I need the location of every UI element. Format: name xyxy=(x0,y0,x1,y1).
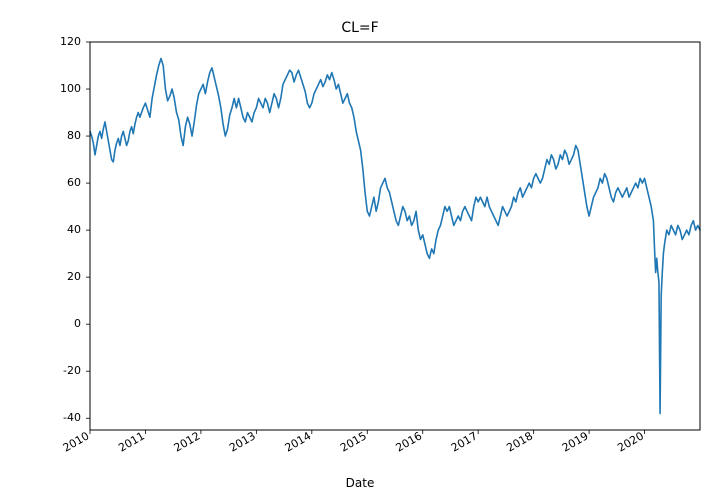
x-tick-label: 2017 xyxy=(449,429,480,454)
x-tick-label: 2016 xyxy=(393,429,424,454)
x-tick-label: 2012 xyxy=(172,429,203,454)
y-tick-label: 20 xyxy=(67,270,81,283)
axes-background xyxy=(90,42,700,430)
x-tick-label: 2015 xyxy=(338,429,369,454)
y-tick-label: -20 xyxy=(63,364,81,377)
plot-svg: -40 -20 0 20 40 60 80 100 120 2010 2011 2012 2013 201… xyxy=(0,0,720,504)
y-tick-label: 100 xyxy=(60,82,81,95)
y-tick-label: -40 xyxy=(63,411,81,424)
x-tick-label: 2013 xyxy=(227,429,258,454)
x-tick-label: 2018 xyxy=(504,429,535,454)
x-tick-label: 2020 xyxy=(615,429,646,454)
y-tick-label: 80 xyxy=(67,129,81,142)
y-tick-label: 120 xyxy=(60,35,81,48)
x-tick-label: 2019 xyxy=(560,429,591,454)
y-tick-label: 60 xyxy=(67,176,81,189)
figure: CL=F -40-2002040608010012020102011201220… xyxy=(0,0,720,504)
y-tick-label: 0 xyxy=(74,317,81,330)
x-tick-label: 2010 xyxy=(61,429,92,454)
y-tick-label: 40 xyxy=(67,223,81,236)
x-axis-label: Date xyxy=(0,476,720,490)
x-tick-label: 2011 xyxy=(116,429,147,454)
x-tick-label: 2014 xyxy=(283,429,314,454)
